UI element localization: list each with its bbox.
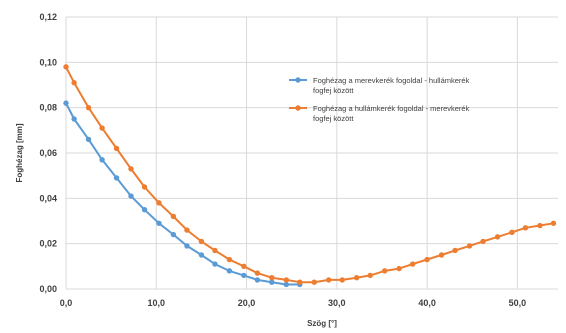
data-point <box>113 145 120 152</box>
data-point <box>409 261 416 267</box>
data-point <box>438 252 445 258</box>
y-tick-label: 0,12 <box>39 12 57 22</box>
data-point <box>198 252 205 258</box>
data-point <box>113 175 120 181</box>
data-point <box>128 193 134 199</box>
y-tick-label: 0,02 <box>39 239 57 249</box>
legend: Foghézag a merevkerék fogoldal - hullámk… <box>289 76 470 123</box>
x-tick-label: 20,0 <box>238 298 256 308</box>
data-point <box>537 222 543 229</box>
series <box>63 64 557 288</box>
data-point <box>269 279 275 285</box>
y-tick-label: 0,10 <box>39 57 57 67</box>
legend-swatch-marker <box>295 77 301 83</box>
legend-entry: Foghézag a hullámkerék fogoldal - merevk… <box>289 104 470 123</box>
data-point <box>198 238 205 245</box>
data-point <box>226 268 233 274</box>
series-line <box>65 66 554 284</box>
data-point <box>184 227 190 233</box>
data-point <box>466 243 473 249</box>
data-point <box>480 238 486 245</box>
x-tick-label: 0,0 <box>60 298 73 308</box>
data-point <box>494 234 501 240</box>
data-point <box>254 277 261 283</box>
data-point <box>184 243 190 249</box>
data-point <box>71 80 77 86</box>
data-point <box>522 225 529 231</box>
data-point <box>367 272 373 279</box>
data-point <box>550 220 557 226</box>
data-point <box>297 279 303 285</box>
data-point <box>170 231 177 238</box>
data-point <box>424 256 430 263</box>
data-point <box>85 104 92 111</box>
x-axis-title: Szög [°] <box>307 319 337 328</box>
x-tick-label: 10,0 <box>148 298 166 308</box>
data-point <box>283 277 289 283</box>
y-tick-label: 0,00 <box>39 284 57 294</box>
x-tick-label: 40,0 <box>418 298 436 308</box>
data-point <box>226 256 233 263</box>
axes: 0,00 0,02 0,04 0,06 0,08 0,10 0,12 0,0 10,0 20,0 3… <box>39 12 526 308</box>
data-point <box>396 265 402 272</box>
data-point <box>170 213 177 220</box>
legend-label: Foghézag a merevkerék fogoldal - hullámk… <box>313 76 470 95</box>
data-point <box>283 281 289 288</box>
data-point <box>452 247 458 254</box>
data-point <box>156 220 162 226</box>
y-tick-label: 0,08 <box>39 103 57 113</box>
data-point <box>353 274 360 281</box>
data-point <box>381 268 388 274</box>
data-point <box>141 206 148 213</box>
data-point <box>269 274 275 281</box>
series-1 <box>63 100 303 288</box>
data-point <box>141 184 148 190</box>
data-point <box>99 125 105 131</box>
data-point <box>241 272 247 279</box>
data-point <box>71 116 77 122</box>
data-point <box>241 263 247 270</box>
data-point <box>254 270 261 276</box>
data-point <box>128 166 134 172</box>
legend-swatch-marker <box>295 105 301 111</box>
data-point <box>99 157 105 163</box>
gridlines <box>65 16 558 290</box>
x-tick-label: 30,0 <box>328 298 346 308</box>
legend-label: Foghézag a hullámkerék fogoldal - merevk… <box>313 104 470 123</box>
series-2 <box>63 64 557 285</box>
data-point <box>212 247 218 254</box>
x-tick-label: 50,0 <box>509 298 527 308</box>
legend-entry: Foghézag a merevkerék fogoldal - hullámk… <box>289 76 470 95</box>
data-point <box>85 136 92 143</box>
data-point <box>63 100 69 106</box>
y-tick-label: 0,04 <box>39 193 57 203</box>
data-point <box>311 279 317 285</box>
data-point <box>326 277 332 283</box>
y-axis-title: Foghézag [mm] <box>15 123 24 182</box>
data-point <box>156 200 162 206</box>
data-point <box>339 277 345 283</box>
data-point <box>509 229 515 236</box>
data-point <box>63 64 69 70</box>
data-point <box>212 261 218 267</box>
y-tick-label: 0,06 <box>39 148 57 158</box>
